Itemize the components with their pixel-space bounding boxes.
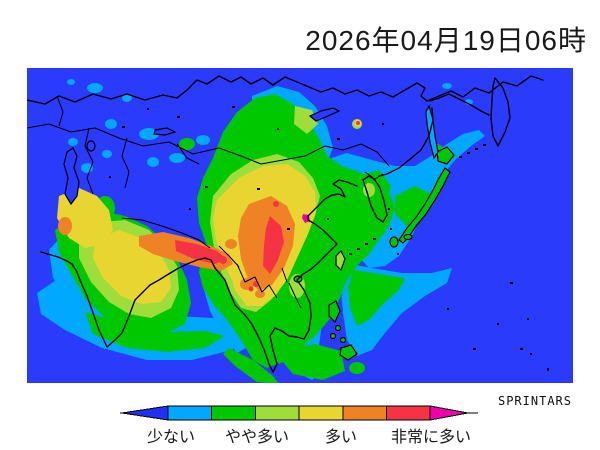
hokkaido-island	[436, 146, 455, 165]
timestamp-title: 2026年04月19日06時	[305, 25, 587, 56]
taiwan-island	[335, 249, 346, 272]
legend-level-5	[342, 405, 388, 421]
legend-arrow-low	[121, 405, 169, 421]
legend-label-moderate: やや多い	[224, 429, 290, 446]
island-landmasses	[293, 104, 455, 361]
legend-colorbar	[120, 405, 478, 421]
legend-level-6	[386, 405, 431, 421]
shikoku-island	[403, 233, 413, 241]
legend-level-3	[254, 405, 300, 421]
sakhalin-island	[425, 104, 439, 160]
sprintars-credit: SPRINTARS	[497, 394, 572, 408]
legend-label-high: 多い	[324, 429, 358, 446]
legend-label-very-high: 非常に多い	[390, 429, 472, 446]
legend-arrow-high	[429, 405, 469, 421]
luzon-island	[328, 300, 341, 324]
legend-label-low: 少ない	[146, 429, 196, 446]
legend-level-2	[211, 405, 256, 421]
legend-level-1	[167, 405, 213, 421]
honshu-island	[398, 167, 451, 244]
legend-level-4	[298, 405, 344, 421]
lakes	[63, 107, 341, 206]
kyushu-island	[389, 236, 399, 248]
mindanao-island	[339, 344, 358, 361]
country-borders	[27, 95, 390, 309]
aerosol-level6-regions	[175, 121, 360, 292]
aerosol-map	[27, 68, 573, 383]
small-islands	[109, 106, 549, 371]
coastlines	[27, 75, 544, 373]
